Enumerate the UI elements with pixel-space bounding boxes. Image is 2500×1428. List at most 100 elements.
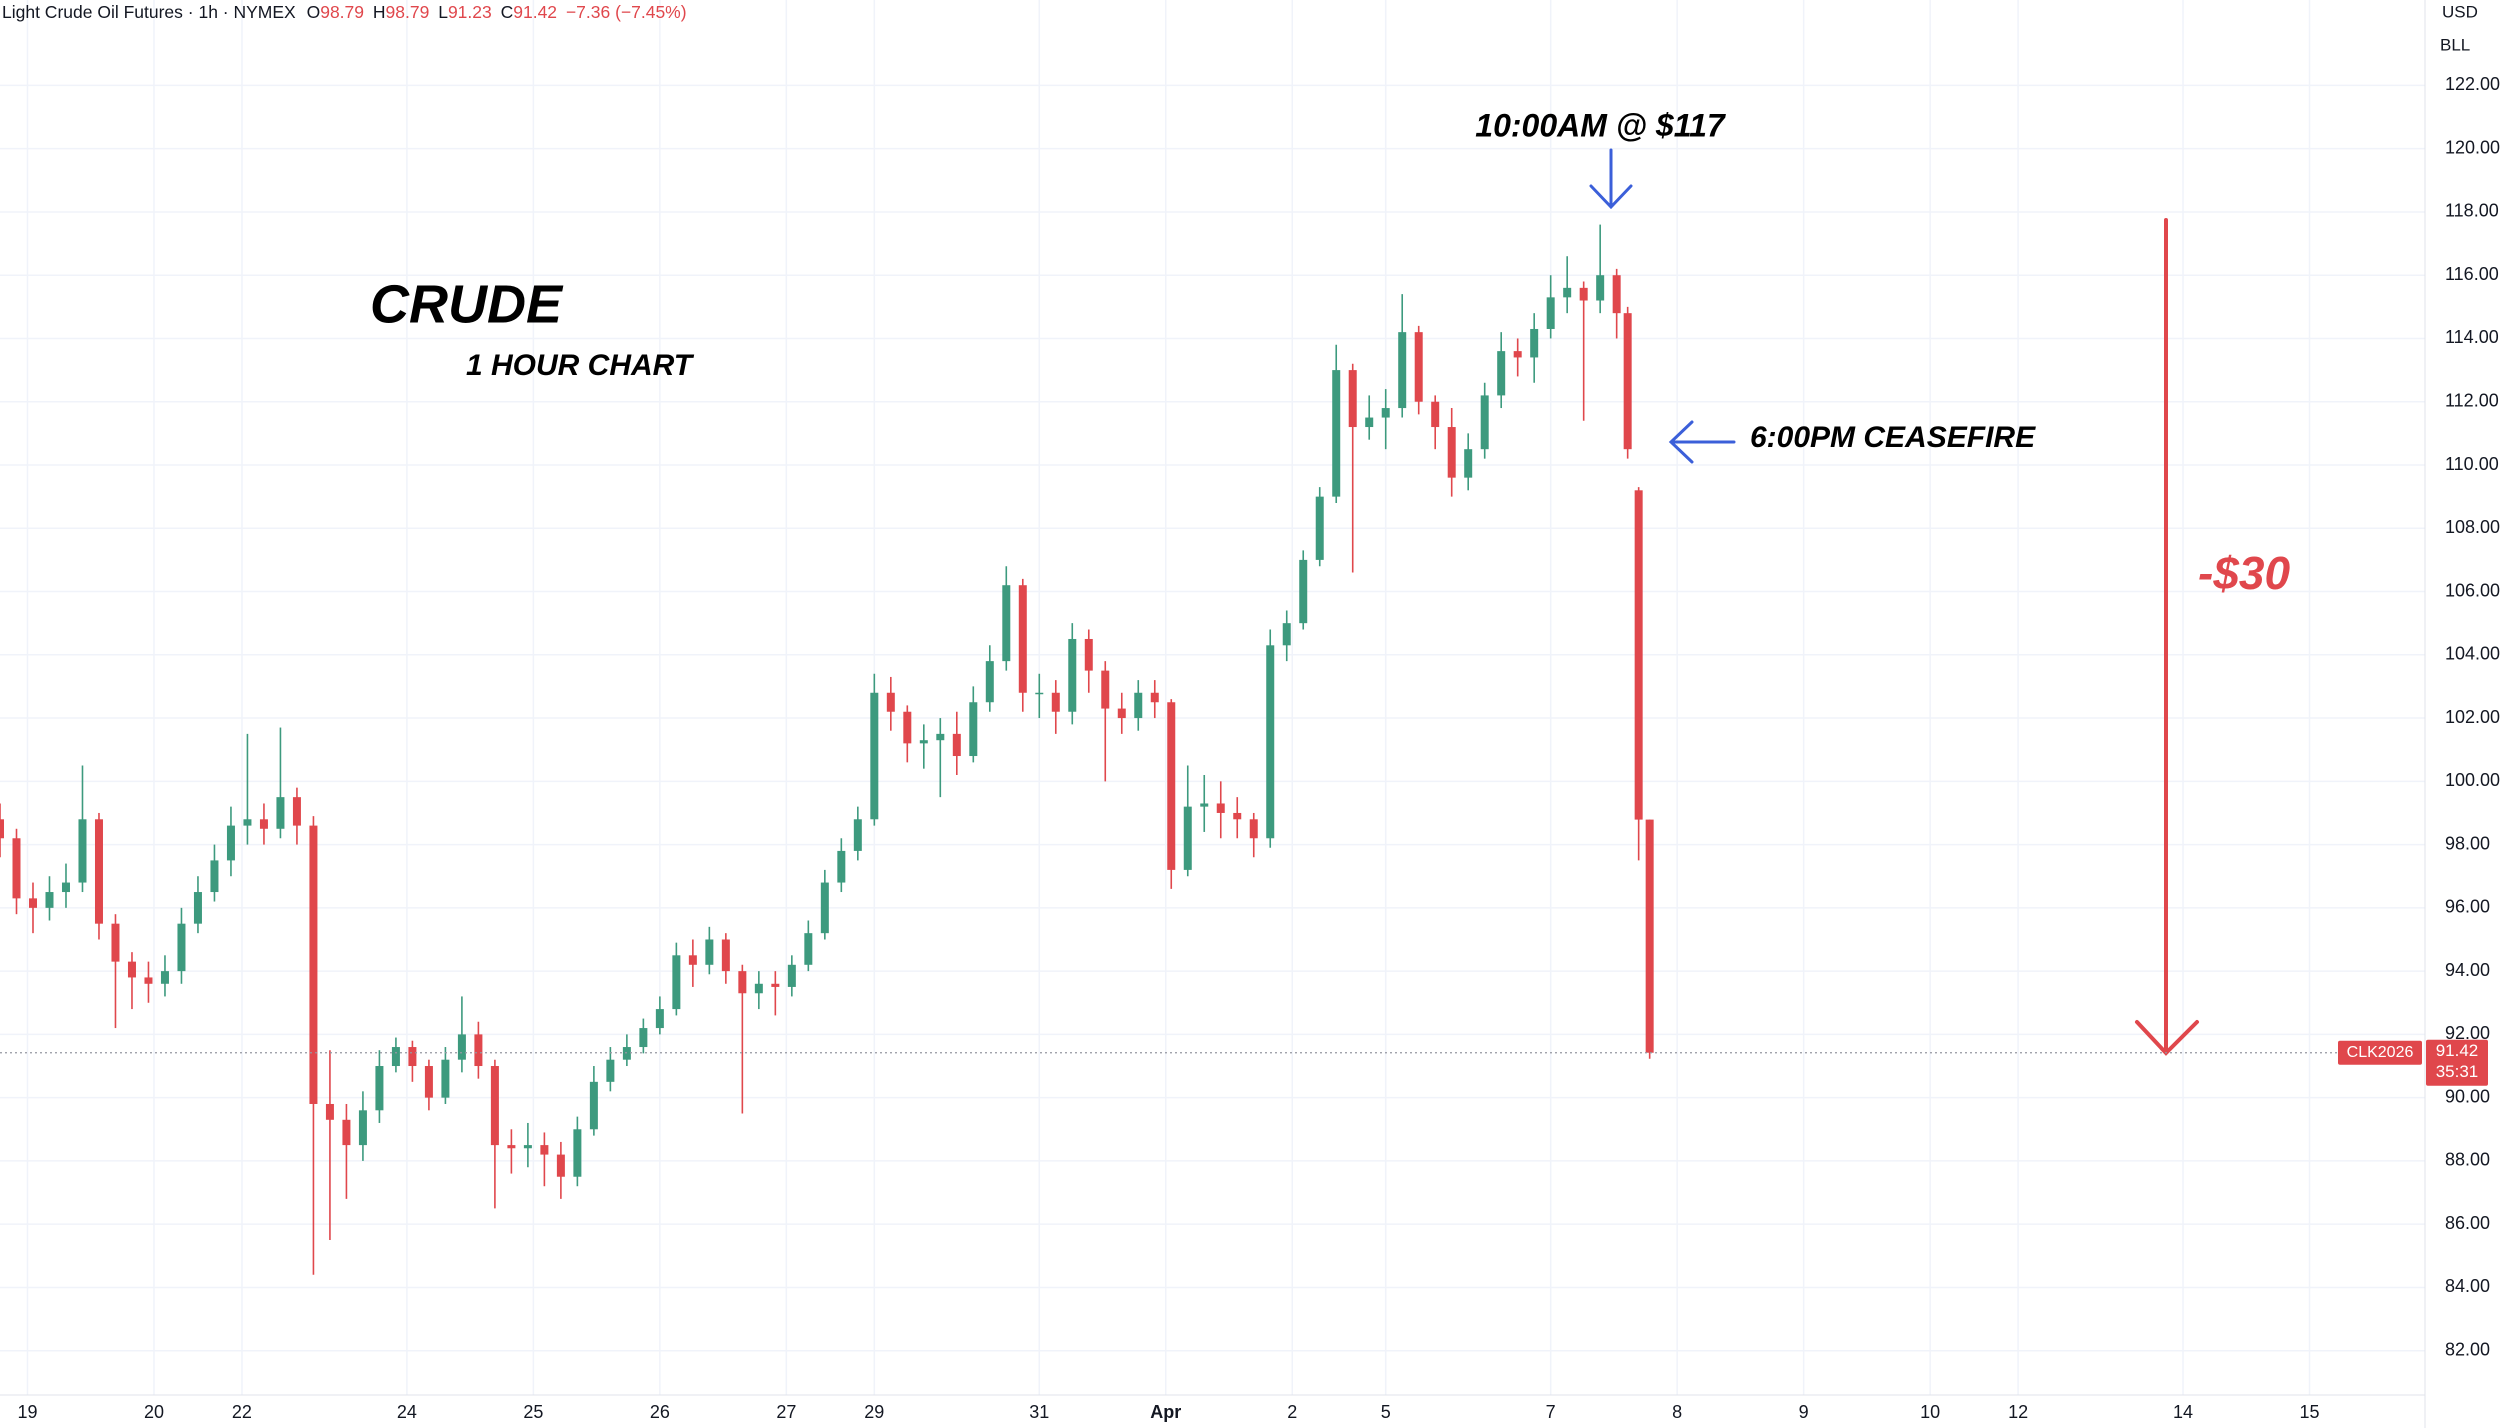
candle-body bbox=[0, 819, 4, 839]
candle-body bbox=[1447, 427, 1456, 478]
price-box bbox=[2426, 1039, 2488, 1086]
candle-body bbox=[738, 971, 747, 994]
change: −7.36 (−7.45%) bbox=[566, 2, 687, 22]
y-tick-label: 98.00 bbox=[2445, 833, 2490, 853]
x-tick-label: 19 bbox=[17, 1402, 37, 1422]
candle-body bbox=[276, 797, 285, 829]
candle-body bbox=[1299, 559, 1308, 624]
annotation: -$30 bbox=[2198, 547, 2290, 599]
candle-body bbox=[243, 819, 252, 826]
candle-body bbox=[210, 860, 219, 893]
candle-body bbox=[127, 961, 136, 978]
candle-body bbox=[1431, 401, 1440, 428]
candle-body bbox=[1167, 702, 1176, 870]
candle-body bbox=[1513, 351, 1522, 358]
x-tick-label: 7 bbox=[1546, 1402, 1556, 1422]
candle-body bbox=[1634, 490, 1643, 820]
y-tick-label: 82.00 bbox=[2445, 1339, 2490, 1359]
ohlc-value: 91.42 bbox=[513, 2, 557, 22]
candle-body bbox=[1612, 275, 1621, 314]
candle-body bbox=[1117, 708, 1126, 719]
candle-body bbox=[1348, 370, 1357, 428]
ohlc-label: L bbox=[438, 2, 448, 22]
candle-body bbox=[259, 819, 268, 829]
header: Light Crude Oil Futures · 1h · NYMEX O 98… bbox=[2, 2, 687, 22]
y-tick-label: 112.00 bbox=[2445, 390, 2499, 410]
candle-body bbox=[903, 711, 912, 744]
y-tick-label: 84.00 bbox=[2445, 1276, 2490, 1296]
candle-body bbox=[540, 1145, 549, 1155]
candle-body bbox=[1530, 328, 1539, 358]
grid bbox=[0, 0, 2425, 1395]
candle-body bbox=[787, 964, 796, 987]
candle-body bbox=[952, 733, 961, 757]
candle-body bbox=[1497, 351, 1506, 396]
x-tick-label: 26 bbox=[650, 1402, 670, 1422]
x-tick-label: 14 bbox=[2173, 1402, 2193, 1422]
y-tick-label: 120.00 bbox=[2445, 137, 2500, 157]
arrows bbox=[1589, 148, 2199, 1056]
candle-body bbox=[820, 882, 829, 934]
candle-body bbox=[1398, 332, 1407, 409]
candle-body bbox=[1183, 806, 1192, 870]
candle-body bbox=[490, 1066, 499, 1146]
candle-body bbox=[1101, 670, 1110, 709]
y-tick-label: 108.00 bbox=[2445, 517, 2500, 537]
candle-body bbox=[391, 1047, 400, 1067]
candle-body bbox=[1233, 812, 1242, 820]
last-price-label: 91.42 bbox=[2436, 1041, 2479, 1060]
candle-body bbox=[94, 819, 103, 924]
candle-body bbox=[1200, 803, 1209, 807]
x-tick-label: 25 bbox=[523, 1402, 543, 1422]
candle-body bbox=[1546, 297, 1555, 329]
candle-body bbox=[853, 819, 862, 851]
candle-body bbox=[358, 1110, 367, 1146]
candle-body bbox=[1414, 332, 1423, 402]
x-tick-label: 24 bbox=[397, 1402, 417, 1422]
y-tick-label: 88.00 bbox=[2445, 1150, 2490, 1170]
candle-body bbox=[12, 838, 21, 899]
symbol-box bbox=[2338, 1040, 2422, 1065]
candle-body bbox=[1365, 417, 1374, 428]
y-tick-label: 116.00 bbox=[2445, 264, 2499, 284]
x-tick-label: 29 bbox=[864, 1402, 884, 1422]
y-tick-label: 92.00 bbox=[2445, 1023, 2490, 1043]
y-tick-label: 102.00 bbox=[2445, 707, 2500, 727]
arrow-peak bbox=[1589, 148, 1633, 210]
candle-body bbox=[1563, 287, 1572, 298]
candle-body bbox=[78, 819, 87, 883]
x-tick-label: Apr bbox=[1150, 1402, 1181, 1422]
ohlc-value: 98.79 bbox=[386, 2, 430, 22]
candle-body bbox=[375, 1066, 384, 1111]
candle-body bbox=[1068, 638, 1077, 712]
candle-body bbox=[1216, 803, 1225, 813]
y-tick-label: 110.00 bbox=[2445, 454, 2499, 474]
candle-body bbox=[1381, 408, 1390, 418]
y-tick-label: 90.00 bbox=[2445, 1086, 2490, 1106]
candle-body bbox=[573, 1129, 582, 1177]
candle-body bbox=[1018, 585, 1027, 693]
candle-body bbox=[523, 1145, 532, 1149]
candle-body bbox=[193, 892, 202, 924]
annotation: 1 HOUR CHART bbox=[466, 349, 695, 382]
x-tick-label: 10 bbox=[1920, 1402, 1940, 1422]
candle-body bbox=[160, 971, 169, 984]
candle-body bbox=[705, 939, 714, 965]
x-tick-label: 9 bbox=[1799, 1402, 1809, 1422]
candle-body bbox=[1150, 692, 1159, 703]
candle-body bbox=[1596, 275, 1605, 301]
candle-body bbox=[1464, 449, 1473, 478]
ohlc-label: O bbox=[307, 2, 321, 22]
unit: BLL bbox=[2440, 35, 2470, 54]
y-tick-label: 122.00 bbox=[2445, 74, 2500, 94]
x-tick-label: 31 bbox=[1029, 1402, 1049, 1422]
candle-body bbox=[292, 797, 301, 826]
labels: 82.00 84.00 86.00 88.00 90.00 92.00 94.00 96.00… bbox=[17, 74, 2500, 1422]
candle-body bbox=[441, 1059, 450, 1098]
x-tick-label: 20 bbox=[144, 1402, 164, 1422]
x-tick-label: 5 bbox=[1381, 1402, 1391, 1422]
candle-body bbox=[837, 850, 846, 883]
y-tick-label: 118.00 bbox=[2445, 201, 2499, 221]
ohlc-label: C bbox=[501, 2, 514, 22]
header-title: Light Crude Oil Futures · 1h · NYMEX bbox=[2, 2, 296, 22]
